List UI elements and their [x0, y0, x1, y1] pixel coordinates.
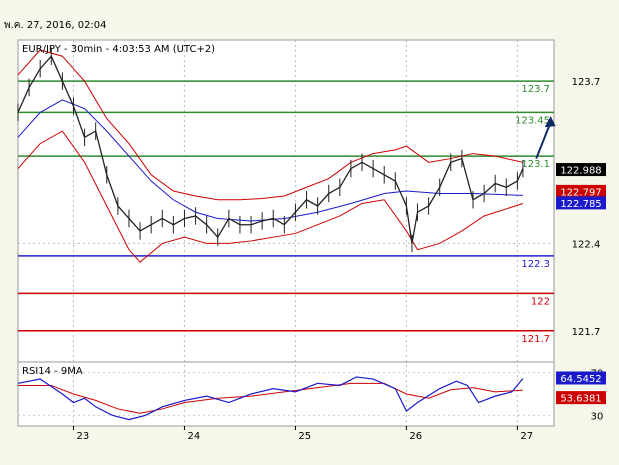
level-label: 122 — [531, 296, 550, 307]
forecast-arrow — [535, 121, 552, 159]
price-line — [17, 55, 524, 244]
moving-average — [17, 99, 523, 222]
bollinger-upper — [17, 49, 524, 201]
rsi-label: RSI14 - 9MA — [22, 366, 83, 377]
forecast-arrow-head — [544, 116, 556, 128]
price-badge: 64.5452 — [560, 374, 601, 385]
price-badge-bg — [556, 184, 606, 198]
level-label: 123.7 — [521, 84, 550, 95]
level-label: 123.1 — [521, 159, 550, 170]
price-badge-bg — [556, 371, 606, 385]
price-badge-bg — [556, 196, 606, 210]
x-tick-label: 23 — [76, 431, 89, 442]
price-badge: 122.988 — [560, 166, 601, 177]
x-tick-label: 27 — [520, 431, 533, 442]
bollinger-lower — [17, 130, 524, 263]
price-badge-bg — [556, 163, 606, 177]
x-tick-label: 26 — [409, 431, 422, 442]
y-tick-label: 121.7 — [572, 327, 601, 338]
rsi-line — [17, 376, 524, 421]
price-badge-bg — [556, 391, 606, 405]
chart-title: EUR/JPY - 30min - 4:03:53 AM (UTC+2) — [22, 44, 215, 55]
level-label: 121.7 — [521, 334, 550, 345]
main-panel — [17, 39, 555, 363]
price-badge: 53.6381 — [560, 394, 601, 405]
y-tick-label: 123.7 — [572, 77, 601, 88]
price-badge: 122.785 — [560, 199, 601, 210]
y-tick-label: 122.4 — [572, 239, 601, 250]
level-label: 123.45 — [515, 115, 550, 126]
level-label: 122.3 — [521, 259, 550, 270]
x-tick-label: 24 — [187, 431, 200, 442]
timestamp: พ.ค. 27, 2016, 02:04 — [4, 20, 107, 31]
rsi-tick-label: 30 — [591, 411, 604, 422]
rsi-ma-line — [18, 382, 523, 414]
x-tick-label: 25 — [298, 431, 311, 442]
price-badge: 122.797 — [560, 187, 601, 198]
